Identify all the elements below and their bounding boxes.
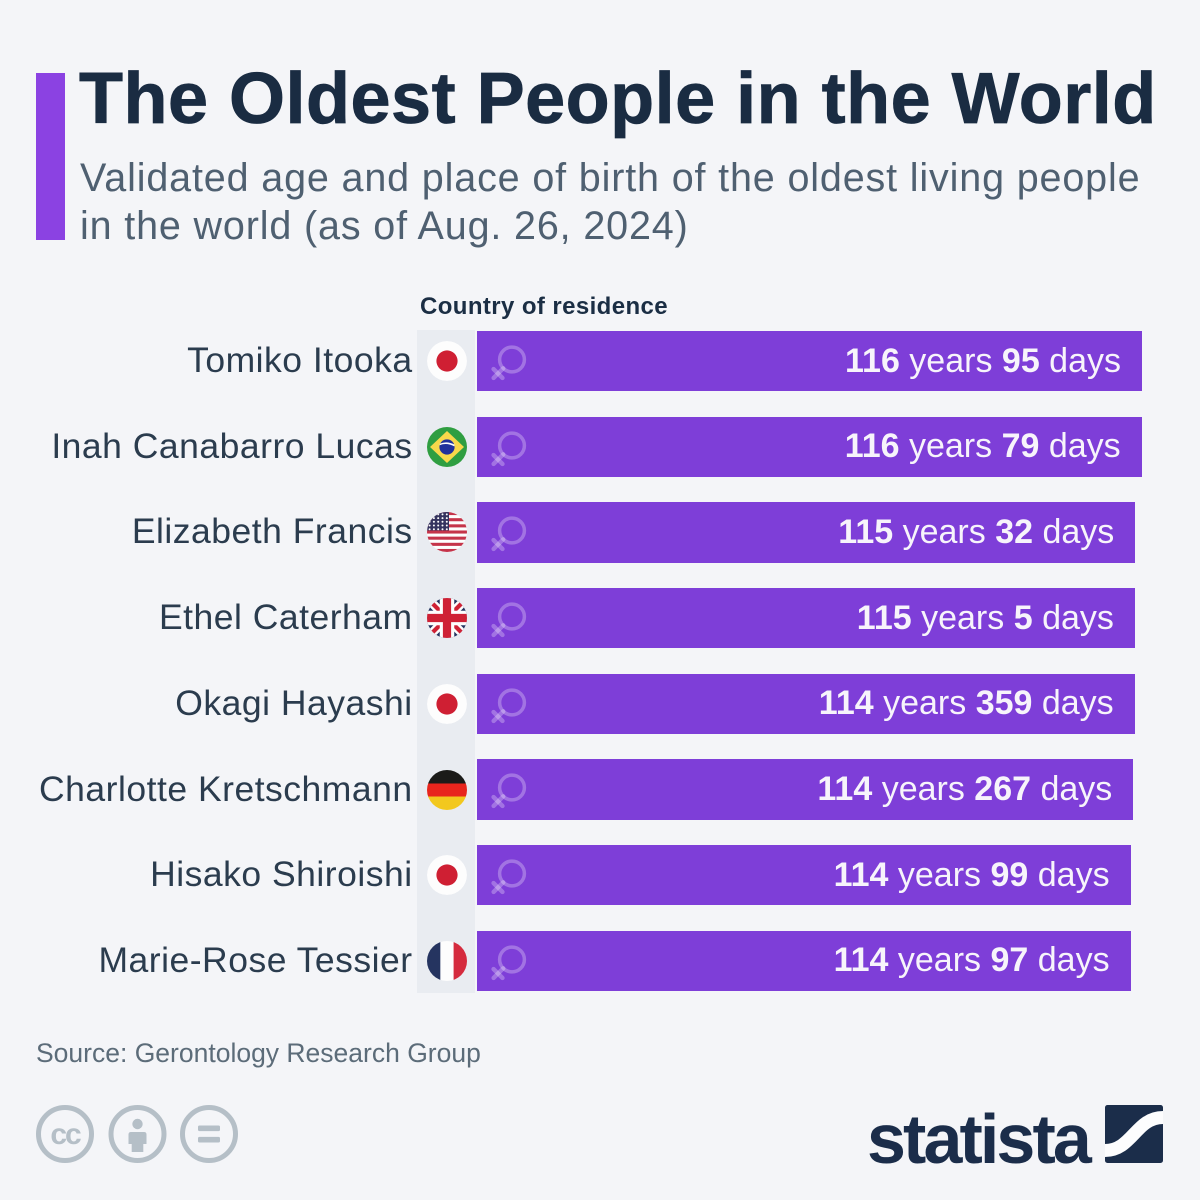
svg-text:cc: cc — [50, 1118, 81, 1151]
svg-text:statista: statista — [867, 1100, 1093, 1170]
